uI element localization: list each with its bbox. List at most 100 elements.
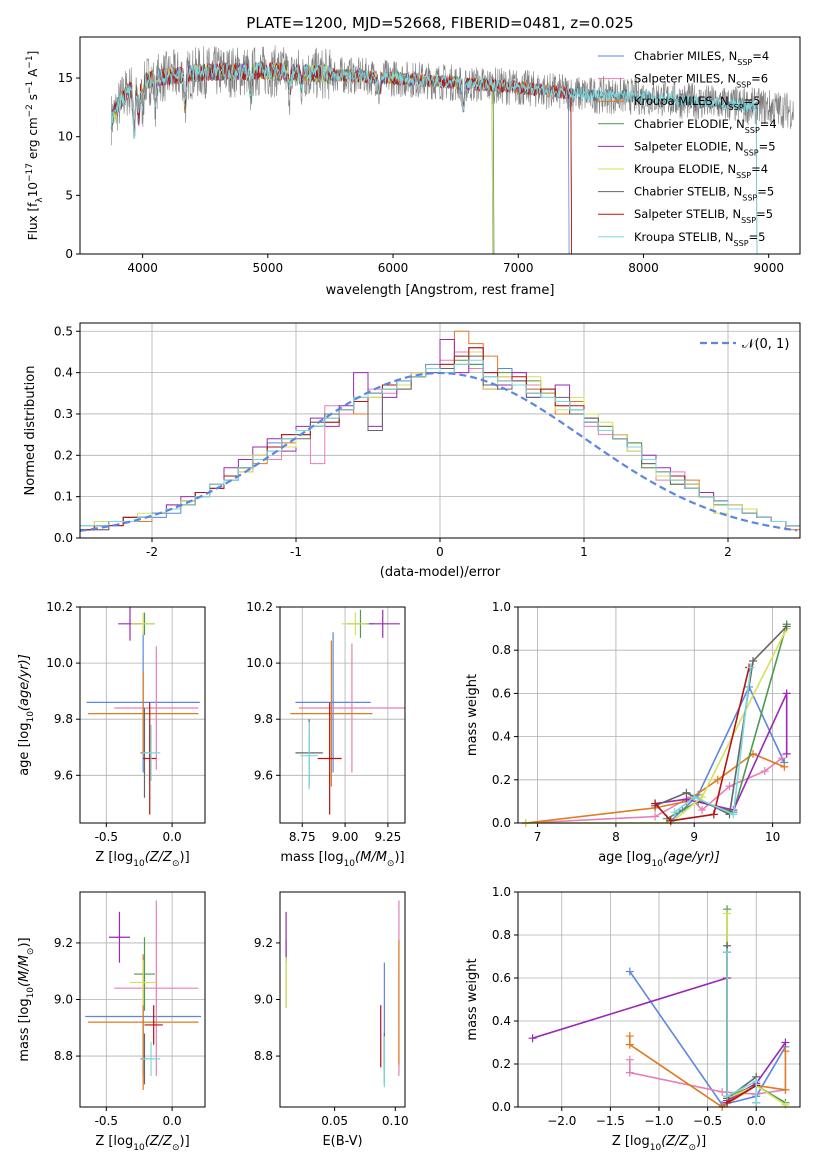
y-tick-label: 0.0 (54, 531, 73, 545)
x-axis-label: Z [log10(Z/Z⊙)] (95, 1134, 189, 1153)
y-tick-label: 10 (58, 130, 73, 144)
y-tick-label: 15 (58, 71, 73, 85)
legend-entry: Chabrier STELIB, NSSP=5 (634, 185, 774, 203)
spectrum-plot-area (110, 45, 794, 254)
y-tick-label: 0.4 (492, 1014, 511, 1028)
x-tick-label: 6000 (378, 261, 409, 275)
y-axis-label: age [log10(age/yr)] (17, 654, 36, 776)
mass-weight-marker (709, 810, 718, 819)
y-tick-label: 0.2 (54, 448, 73, 462)
y-tick-label: 9.6 (54, 768, 73, 782)
mass-weight-series (654, 693, 788, 811)
mass-weight-marker (625, 1055, 634, 1064)
y-tick-label: 1.0 (492, 600, 511, 614)
y-tick-label: 10.0 (46, 656, 73, 670)
mass-weight-series (629, 971, 787, 1106)
x-tick-label: −1.0 (644, 1114, 673, 1128)
y-tick-label: 8.8 (54, 1049, 73, 1063)
mass-weight-series (726, 952, 758, 1103)
y-tick-label: 1.0 (492, 885, 511, 899)
residuals-panel: -2 -1 0 1 2 0.0 0.1 0.2 0.3 0.4 0.5 (data-model)/er… (23, 322, 801, 580)
legend-entry: Salpeter ELODIE, NSSP=5 (634, 139, 776, 157)
massweight-vs-age-panel: 7 8 9 10 0.0 0.2 0.4 0.6 0.8 1.0 age [log10(age/yr… (465, 600, 801, 869)
x-tick-label: −0.5 (693, 1114, 722, 1128)
mass-weight-marker (698, 806, 707, 815)
x-tick-label: -0.5 (95, 830, 118, 844)
mass-weight-marker (782, 622, 791, 631)
x-tick-label: 9.25 (375, 830, 402, 844)
y-tick-label: 9.0 (254, 993, 273, 1007)
mass-weight-marker (718, 1087, 727, 1096)
x-tick-label: 8 (612, 830, 620, 844)
mass-weight-marker (723, 1092, 732, 1101)
spectrum-panel: 4000 5000 6000 7000 8000 9000 0 5 10 15 wavelength… (25, 36, 801, 298)
legend-entry: Salpeter MILES, NSSP=6 (634, 72, 768, 90)
axes-frame (79, 891, 206, 1108)
x-tick-label: 8.75 (289, 830, 316, 844)
spectrum-legend: Chabrier MILES, NSSP=4 Salpeter MILES, NS… (598, 49, 777, 247)
x-tick-label: 2 (724, 545, 732, 559)
x-axis-label: (data-model)/error (380, 565, 501, 580)
y-tick-label: 0.4 (492, 730, 511, 744)
y-tick-label: 10.2 (246, 600, 273, 614)
x-tick-label: -1 (290, 545, 302, 559)
x-tick-label: 7 (534, 830, 542, 844)
mass-weight-marker (752, 1077, 761, 1086)
mass-weight-marker (625, 1040, 634, 1049)
x-axis-label: Z [log10(Z/Z⊙)] (612, 1134, 706, 1153)
x-tick-label: 1 (580, 545, 588, 559)
y-axis-label: mass weight (465, 958, 480, 1040)
y-tick-label: 10.2 (46, 600, 73, 614)
mass-weight-marker (781, 1100, 790, 1109)
x-tick-label: 9 (690, 830, 698, 844)
y-tick-label: 0.3 (54, 407, 73, 421)
x-axis-label: age [log10(age/yr)] (598, 850, 720, 869)
x-tick-label: -2 (146, 545, 158, 559)
legend-entry: Kroupa STELIB, NSSP=5 (634, 230, 765, 248)
y-tick-label: 0.6 (492, 686, 511, 700)
y-axis-label: Normed distribution (23, 366, 38, 496)
y-tick-label: 9.2 (254, 936, 273, 950)
y-tick-label: 0.5 (54, 324, 73, 338)
mass-weight-marker (781, 1047, 790, 1056)
legend-entry: Chabrier ELODIE, NSSP=4 (634, 117, 777, 135)
y-tick-label: 0.0 (492, 816, 511, 830)
legend-entry: Kroupa MILES, NSSP=5 (634, 94, 760, 112)
mass-weight-marker (723, 948, 732, 957)
y-tick-label: 0 (65, 247, 73, 261)
x-tick-label: 8000 (628, 261, 659, 275)
x-tick-label: 10 (765, 830, 780, 844)
mass-weight-marker (528, 1034, 537, 1043)
y-tick-label: 0.4 (54, 366, 73, 380)
figure-title: PLATE=1200, MJD=52668, FIBERID=0481, z=0… (246, 14, 633, 32)
x-tick-label: 0.05 (321, 1114, 348, 1128)
y-tick-label: 5 (65, 188, 73, 202)
y-tick-label: 0.8 (492, 643, 511, 657)
mass-weight-marker (625, 1068, 634, 1077)
x-axis-label: E(B-V) (322, 1134, 362, 1149)
mass-vs-Z-panel: -0.5 0.0 8.8 9.0 9.2 Z [log10(Z/Z⊙)] mass [log… (17, 891, 206, 1153)
x-tick-label: −2.0 (547, 1114, 576, 1128)
mass-weight-marker (782, 749, 791, 758)
axes-frame (517, 606, 801, 824)
x-axis-label: Z [log10(Z/Z⊙)] (95, 850, 189, 869)
x-tick-label: 0.0 (163, 830, 182, 844)
mass-weight-series (525, 628, 788, 824)
age-vs-Z-panel: -0.5 0.0 9.6 9.8 10.0 10.2 Z [log10(Z/Z⊙)] age … (17, 600, 206, 869)
axes-frame (279, 891, 406, 1108)
mass-weight-marker (782, 689, 791, 698)
axes-frame (79, 606, 206, 824)
normal-curve (80, 371, 798, 532)
mass-weight-marker (760, 767, 769, 776)
mass-weight-marker (781, 1085, 790, 1094)
y-tick-label: 9.6 (254, 768, 273, 782)
legend-entry: Salpeter STELIB, NSSP=5 (634, 207, 773, 225)
mass-weight-marker (725, 782, 734, 791)
x-tick-label: -0.5 (95, 1114, 118, 1128)
x-axis-label: mass [log10(M/M⊙)] (280, 850, 404, 869)
mass-weight-series (654, 667, 750, 822)
mass-weight-marker (713, 775, 722, 784)
y-tick-label: 0.2 (492, 773, 511, 787)
massweight-vs-Z-panel: −2.0 −1.5 −1.0 −0.5 0.0 0.0 0.2 0.4 0.6 0.8 1.0 Z [… (465, 885, 801, 1153)
